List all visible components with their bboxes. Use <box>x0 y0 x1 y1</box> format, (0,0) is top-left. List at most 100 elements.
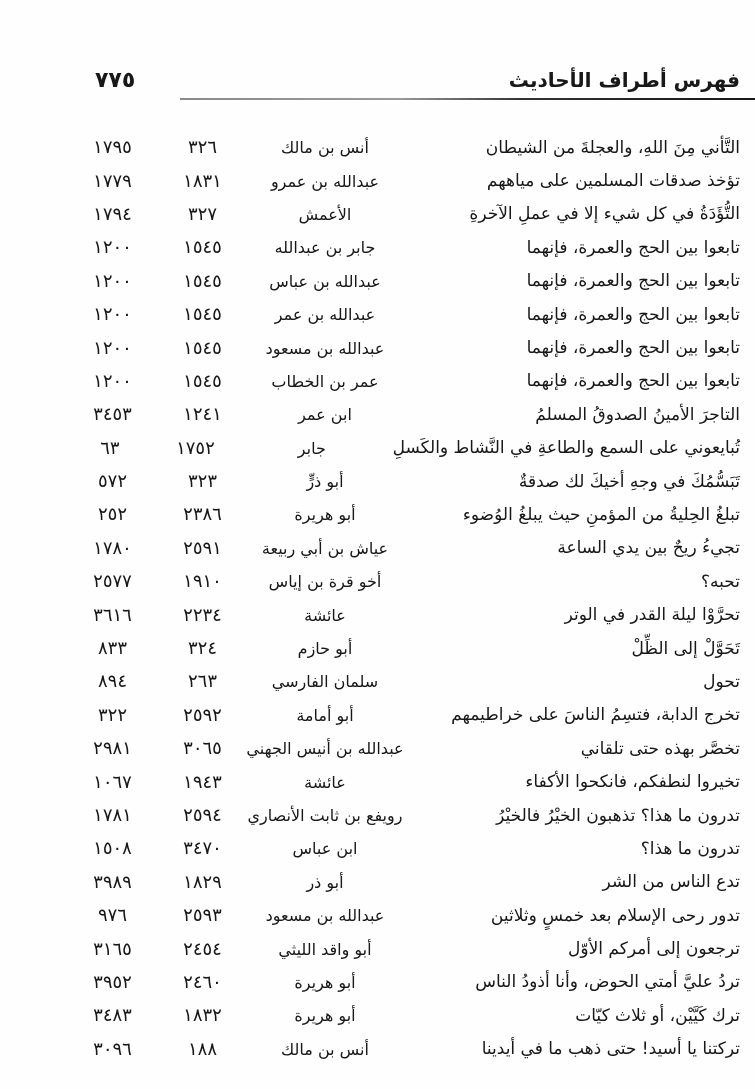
hadith-text: تَحَوَّلْ إلى الظِّلْ <box>631 638 740 659</box>
narrator-name: الأعمش <box>298 204 352 224</box>
narrator-name: أنس بن مالك <box>281 1039 369 1059</box>
hadith-text: تابعوا بين الحج والعمرة، فإنهما <box>526 371 740 392</box>
narrator-name: أبو ذرٍّ <box>306 472 344 492</box>
table-row: تدور رحى الإسلام بعد خمسٍ وثلاثين عبدالل… <box>0 899 755 932</box>
narrator-name: أنس بن مالك <box>281 138 369 158</box>
reference-number: ١٧٩٤ <box>93 203 132 225</box>
hadith-number: ١٩١٠ <box>183 571 222 593</box>
hadith-text: تخصَّر بهذه حتى تلقاني <box>580 738 740 759</box>
hadith-index-table: التَّأني مِنَ اللهِ، والعجلةَ من الشيطان… <box>0 131 755 1066</box>
hadith-number: ١٥٤٥ <box>183 337 222 359</box>
narrator-name: ابن عباس <box>292 839 358 859</box>
table-row: تابعوا بين الحج والعمرة، فإنهما عمر بن ا… <box>0 365 755 398</box>
narrator-name: عائشة <box>304 772 346 792</box>
reference-number: ١٧٩٥ <box>93 137 132 159</box>
narrator-name: عبدالله بن عمر <box>274 305 376 325</box>
hadith-text: تخرج الدابة، فتسِمُ الناسَ على خراطيمهم <box>451 705 740 726</box>
reference-number: ٣٠٩٦ <box>93 1038 132 1060</box>
hadith-number: ٣٠٦٥ <box>183 738 222 760</box>
hadith-number: ١٥٤٥ <box>183 237 222 259</box>
reference-number: ١٢٠٠ <box>93 337 132 359</box>
reference-number: ٨٩٤ <box>97 671 127 693</box>
table-row: تابعوا بين الحج والعمرة، فإنهما عبدالله … <box>0 265 755 298</box>
hadith-number: ١٨٨ <box>187 1038 217 1060</box>
hadith-text: تردُ عليَّ أمتي الحوض، وأنا أذودُ الناس <box>475 972 740 993</box>
hadith-text: تَبَسُّمُكَ في وجهِ أخيكَ لك صدقةٌ <box>518 471 740 492</box>
hadith-text: تركتنا يا أسيد! حتى ذهب ما في أيدينا <box>481 1039 740 1060</box>
narrator-name: جابر بن عبدالله <box>274 238 376 258</box>
table-row: تابعوا بين الحج والعمرة، فإنهما عبدالله … <box>0 331 755 364</box>
reference-number: ٩٧٦ <box>97 905 127 927</box>
hadith-text: التُّؤَدَةُ في كل شيء إلا في عملِ الآخرة… <box>469 204 740 225</box>
table-row: تركتنا يا أسيد! حتى ذهب ما في أيدينا أنس… <box>0 1033 755 1066</box>
reference-number: ١٧٧٩ <box>93 170 132 192</box>
reference-number: ١٢٠٠ <box>93 304 132 326</box>
reference-number: ٦٣ <box>100 437 120 459</box>
hadith-text: تابعوا بين الحج والعمرة، فإنهما <box>526 271 740 292</box>
narrator-name: سلمان الفارسي <box>271 672 379 692</box>
table-row: تحبه؟ أخو قرة بن إياس ١٩١٠ ٢٥٧٧ <box>0 565 755 598</box>
hadith-text: تجيءُ ريحٌ بين يدي الساعة <box>557 538 740 559</box>
hadith-text: تدرون ما هذا؟ تذهبون الخيْرُ فالخيْرُ <box>496 805 740 826</box>
table-row: تخصَّر بهذه حتى تلقاني عبدالله بن أنيس ا… <box>0 732 755 765</box>
narrator-name: جابر <box>297 438 326 458</box>
hadith-text: تبلغُ الحِليةُ من المؤمنِ حيث يبلغُ الوُ… <box>462 504 740 525</box>
table-row: التَّأني مِنَ اللهِ، والعجلةَ من الشيطان… <box>0 131 755 164</box>
table-row: تحرَّوْا ليلة القدر في الوتر عائشة ٢٢٣٤ … <box>0 598 755 631</box>
table-row: تجيءُ ريحٌ بين يدي الساعة عياش بن أبي رب… <box>0 532 755 565</box>
hadith-number: ١٩٤٣ <box>183 771 222 793</box>
hadith-text: تدور رحى الإسلام بعد خمسٍ وثلاثين <box>490 905 740 926</box>
hadith-number: ٢٥٩١ <box>183 537 222 559</box>
table-row: تدرون ما هذا؟ تذهبون الخيْرُ فالخيْرُ رو… <box>0 799 755 832</box>
table-row: ترك كَيَّيْن، أو ثلاث كيّات أبو هريرة ١٨… <box>0 999 755 1032</box>
hadith-number: ١٨٢٩ <box>183 871 222 893</box>
narrator-name: أبو حازم <box>297 639 353 659</box>
narrator-name: أبو هريرة <box>294 505 356 525</box>
hadith-text: تُبايعوني على السمع والطاعةِ في النَّشاط… <box>392 438 740 459</box>
page-header: فهرس أطراف الأحاديث ٧٧٥ <box>0 0 755 98</box>
hadith-number: ٣٢٤ <box>187 638 217 660</box>
table-row: تابعوا بين الحج والعمرة، فإنهما جابر بن … <box>0 231 755 264</box>
hadith-number: ٢٤٦٠ <box>183 971 222 993</box>
reference-number: ١٠٦٧ <box>93 771 132 793</box>
hadith-number: ١٥٤٥ <box>183 304 222 326</box>
hadith-number: ٢٣٨٦ <box>183 504 222 526</box>
header-rule <box>180 98 755 100</box>
hadith-text: تابعوا بين الحج والعمرة، فإنهما <box>526 237 740 258</box>
hadith-number: ٢٥٩٢ <box>183 704 222 726</box>
table-row: تردُ عليَّ أمتي الحوض، وأنا أذودُ الناس … <box>0 966 755 999</box>
narrator-name: عياش بن أبي ربيعة <box>261 538 389 558</box>
narrator-name: أبو واقد الليثي <box>278 939 372 959</box>
hadith-text: التَّأني مِنَ اللهِ، والعجلةَ من الشيطان <box>485 137 740 158</box>
reference-number: ٢٩٨١ <box>93 738 132 760</box>
page-title: فهرس أطراف الأحاديث <box>508 68 740 92</box>
hadith-number: ٢٤٥٤ <box>183 938 222 960</box>
narrator-name: أبو أمامة <box>296 705 354 725</box>
table-row: تبلغُ الحِليةُ من المؤمنِ حيث يبلغُ الوُ… <box>0 498 755 531</box>
reference-number: ١٧٨١ <box>93 805 132 826</box>
narrator-name: عمر بن الخطاب <box>271 371 379 391</box>
narrator-name: أبو هريرة <box>294 1006 356 1026</box>
narrator-name: أخو قرة بن إياس <box>268 572 382 592</box>
hadith-text: تؤخذ صدقات المسلمين على مياههم <box>486 171 740 192</box>
narrator-name: ابن عمر <box>298 405 352 425</box>
hadith-number: ٢٢٣٤ <box>183 604 222 626</box>
reference-number: ٢٥٢ <box>97 504 127 526</box>
hadith-text: ترجعون إلى أمركم الأوّل <box>568 939 740 960</box>
reference-number: ٣٦١٦ <box>93 604 132 626</box>
reference-number: ٣١٦٥ <box>93 938 132 960</box>
reference-number: ٢٥٧٧ <box>93 571 132 593</box>
reference-number: ١٢٠٠ <box>93 270 132 292</box>
hadith-text: تحرَّوْا ليلة القدر في الوتر <box>564 605 740 626</box>
hadith-number: ٣٤٧٠ <box>183 838 222 860</box>
reference-number: ٨٣٣ <box>97 638 127 660</box>
table-row: تدع الناس من الشر أبو ذر ١٨٢٩ ٣٩٨٩ <box>0 866 755 899</box>
table-row: تابعوا بين الحج والعمرة، فإنهما عبدالله … <box>0 298 755 331</box>
reference-number: ٥٧٢ <box>97 471 127 493</box>
narrator-name: أبو ذر <box>306 872 344 892</box>
hadith-number: ١٢٤١ <box>183 404 222 426</box>
hadith-number: ١٨٣١ <box>183 170 222 192</box>
hadith-number: ٢٥٩٣ <box>183 905 222 927</box>
reference-number: ٣٩٥٢ <box>93 971 132 993</box>
